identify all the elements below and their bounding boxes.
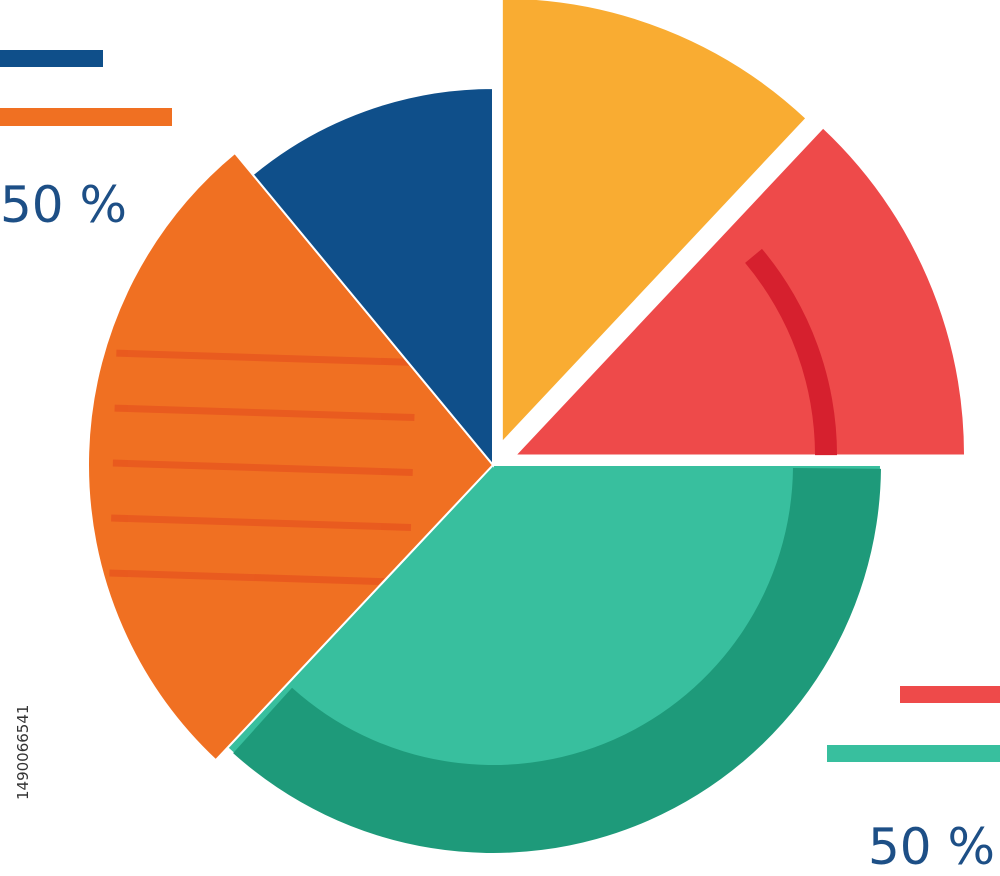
legend-top: 50 % <box>0 50 172 234</box>
segment-shade <box>233 467 881 853</box>
segment-stripe <box>114 404 415 422</box>
legend-bar <box>827 745 1000 762</box>
pie-segment <box>512 126 967 457</box>
annotation: 50 % <box>0 176 127 234</box>
annotation: 50 % <box>868 818 995 876</box>
legend-bar <box>0 50 103 67</box>
segment-stripe <box>111 514 412 531</box>
pie-segment <box>87 151 495 762</box>
segment-stripe <box>116 349 417 367</box>
segment-stripe <box>112 459 413 476</box>
segment-stripe <box>109 569 410 586</box>
legend-bottom: 50 % <box>827 686 1000 876</box>
pie-segment <box>251 86 494 468</box>
pie-segment <box>500 0 808 446</box>
segment-shade <box>745 248 838 456</box>
legend-bar <box>0 108 172 126</box>
pie <box>87 0 967 854</box>
stock-id: 1490066541 <box>14 705 32 800</box>
legend-bar <box>900 686 1000 703</box>
